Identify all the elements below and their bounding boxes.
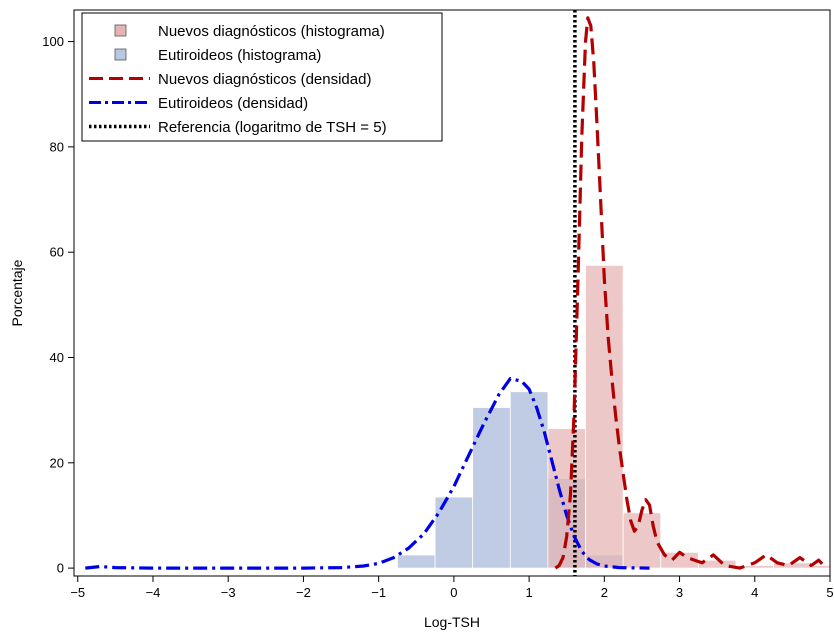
- new-diagnosis-histogram-bar: [622, 512, 662, 569]
- legend: Nuevos diagnósticos (histograma) Eutiroid…: [81, 12, 443, 142]
- x-axis-title: Log-TSH: [424, 614, 480, 630]
- legend-label: Nuevos diagnósticos (densidad): [158, 71, 371, 88]
- x-tick-label: −3: [221, 585, 236, 600]
- x-tick-label: −1: [371, 585, 386, 600]
- y-axis-title: Porcentaje: [9, 259, 25, 326]
- x-tick-label: −5: [70, 585, 85, 600]
- plot-frame: [73, 9, 831, 577]
- x-tick-label: −2: [296, 585, 311, 600]
- legend-label: Referencia (logaritmo de TSH = 5): [158, 119, 387, 136]
- y-tick-label: 60: [50, 245, 64, 260]
- legend-label: Eutiroideos (densidad): [158, 95, 308, 112]
- legend-label: Nuevos diagnósticos (histograma): [158, 23, 385, 40]
- y-tick-label: 20: [50, 455, 64, 470]
- x-tick-label: 0: [450, 585, 457, 600]
- euthyroid-histogram-bar: [509, 391, 549, 569]
- x-tick-label: 1: [525, 585, 532, 600]
- new-diagnosis-density-line: [554, 16, 828, 570]
- legend-swatch: [114, 24, 127, 37]
- y-tick-label: 100: [42, 34, 64, 49]
- axes: −5 −4 −3 −2 −1 0 1 2 3 4 5 0 20 40 60 80 100: [42, 34, 833, 600]
- euthyroid-density-line: [85, 377, 650, 570]
- legend-swatch: [114, 48, 127, 61]
- x-tick-label: 3: [676, 585, 683, 600]
- plot-area: [85, 10, 831, 576]
- x-tick-label: −4: [146, 585, 161, 600]
- y-tick-label: 0: [57, 561, 64, 576]
- x-tick-label: 5: [826, 585, 833, 600]
- y-tick-label: 80: [50, 139, 64, 154]
- y-tick-label: 40: [50, 350, 64, 365]
- x-tick-label: 4: [751, 585, 758, 600]
- legend-label: Eutiroideos (histograma): [158, 47, 321, 64]
- euthyroid-histogram-bar: [397, 554, 436, 569]
- x-tick-label: 2: [601, 585, 608, 600]
- new-diagnosis-histogram-bar: [810, 565, 831, 569]
- new-diagnosis-histogram-bar: [585, 264, 624, 569]
